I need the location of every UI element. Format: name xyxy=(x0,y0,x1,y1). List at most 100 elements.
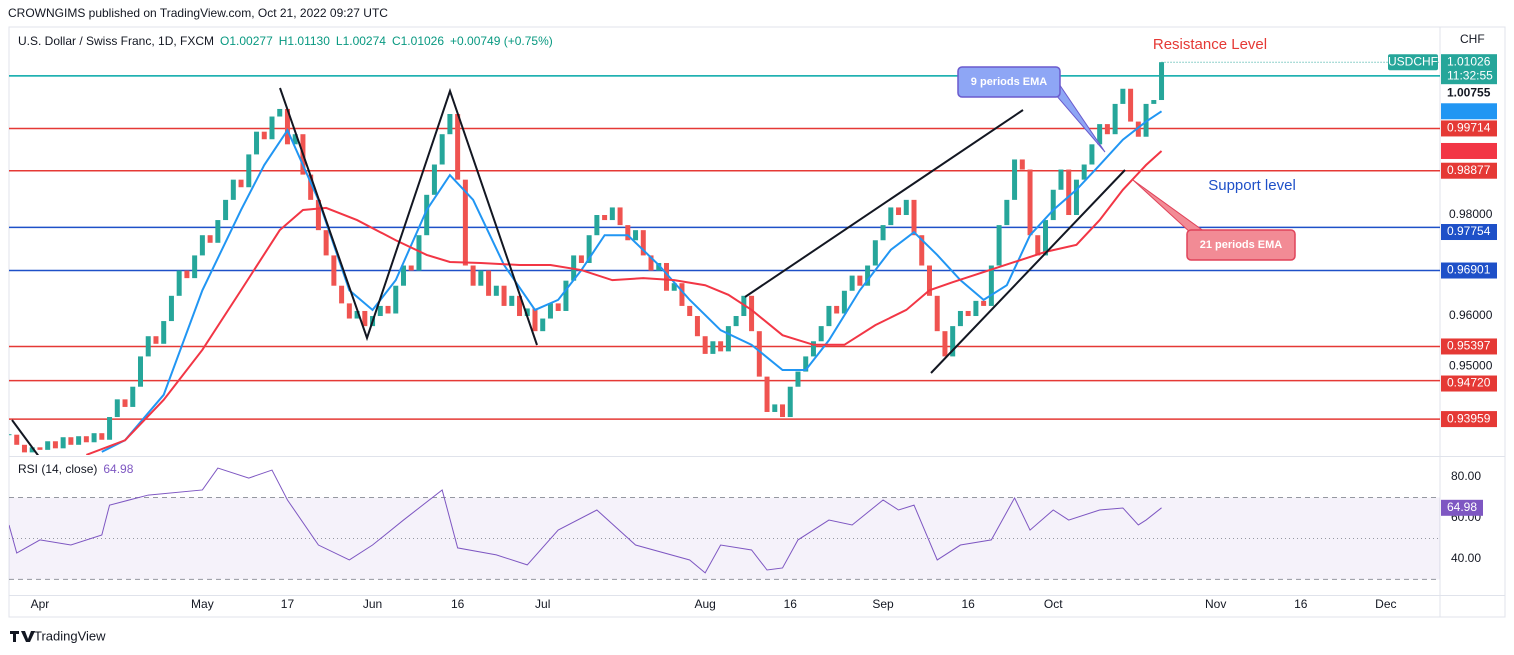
level-label-box xyxy=(1441,224,1497,241)
candle xyxy=(555,303,561,311)
candle xyxy=(617,207,623,226)
candle xyxy=(37,447,43,450)
x-tick-label: Jun xyxy=(363,597,382,611)
candle xyxy=(192,255,198,279)
candle xyxy=(331,255,337,286)
candle xyxy=(215,220,221,243)
candle xyxy=(470,265,476,286)
rsi-y-tick-label: 40.00 xyxy=(1451,551,1481,565)
candle xyxy=(663,262,669,291)
last-price-box xyxy=(1441,54,1497,85)
candle xyxy=(455,114,461,180)
candle xyxy=(107,417,113,440)
candle xyxy=(540,318,546,332)
candle xyxy=(1143,103,1149,137)
candle xyxy=(393,285,399,314)
rsi-value: 64.98 xyxy=(103,462,133,476)
candle xyxy=(1066,169,1072,216)
candle xyxy=(857,275,863,286)
rsi-name: RSI (14, close) xyxy=(18,462,97,476)
candle xyxy=(602,215,608,221)
candle xyxy=(207,235,213,243)
candle xyxy=(223,199,229,221)
candle xyxy=(431,164,437,195)
candle xyxy=(524,308,530,317)
candle xyxy=(710,341,716,354)
candle xyxy=(277,108,283,117)
level-label-box xyxy=(1441,338,1497,355)
candle xyxy=(323,230,329,256)
candle xyxy=(764,376,770,412)
candle xyxy=(68,437,74,445)
callout-text: 21 periods EMA xyxy=(1200,239,1283,251)
candle xyxy=(238,179,244,188)
candle xyxy=(284,108,290,145)
publisher-header: CROWNGIMS published on TradingView.com, … xyxy=(8,6,388,20)
candle xyxy=(671,283,677,291)
ma-label-box xyxy=(1441,103,1497,120)
frame xyxy=(8,26,1506,618)
legend-close: C1.01026 xyxy=(392,34,444,48)
candle xyxy=(1081,164,1087,180)
candle xyxy=(865,265,871,286)
candle xyxy=(942,331,948,357)
candle xyxy=(810,341,816,357)
legend-low: L1.00274 xyxy=(336,34,386,48)
candle xyxy=(76,436,82,445)
rsi-value-label: 64.98 xyxy=(1447,500,1477,514)
level-label-box xyxy=(1441,262,1497,279)
legend: U.S. Dollar / Swiss Franc, 1D, FXCM O1.00… xyxy=(18,34,553,48)
candle xyxy=(137,356,143,387)
level-label: 0.98877 xyxy=(1447,163,1491,177)
candle xyxy=(14,434,20,445)
candle xyxy=(91,433,97,443)
candle xyxy=(725,326,731,352)
candle xyxy=(29,447,35,453)
axis-unit: CHF xyxy=(1460,32,1485,46)
candle xyxy=(625,225,631,241)
candle xyxy=(292,134,298,145)
candle xyxy=(385,305,391,314)
main-pane xyxy=(9,61,1440,455)
candle xyxy=(803,356,809,372)
annotations: Resistance Level Support level 9 periods… xyxy=(957,36,1296,261)
channel-upper-line xyxy=(744,109,1024,298)
candle xyxy=(1012,159,1018,200)
candle xyxy=(1089,144,1095,165)
double-top-pattern xyxy=(279,87,538,346)
candle xyxy=(408,265,414,271)
y-tick-label: 0.98000 xyxy=(1449,207,1493,221)
candle xyxy=(772,404,778,412)
candle xyxy=(339,285,345,304)
candle xyxy=(462,179,468,266)
rsi-legend: RSI (14, close) 64.98 xyxy=(18,462,134,476)
candle xyxy=(493,285,499,296)
candle xyxy=(911,199,917,236)
candle xyxy=(694,316,700,337)
candle xyxy=(83,436,89,443)
candle xyxy=(973,300,979,317)
candle xyxy=(756,331,762,377)
level-label: 0.94720 xyxy=(1447,376,1491,390)
candle xyxy=(888,207,894,226)
candle xyxy=(981,300,987,306)
candle xyxy=(308,174,314,200)
candle xyxy=(818,326,824,342)
countdown: 11:32:55 xyxy=(1447,68,1493,82)
level-label-box xyxy=(1441,375,1497,392)
candle xyxy=(1151,100,1157,104)
candle xyxy=(1112,103,1118,135)
candle xyxy=(362,310,368,327)
rsi-pane xyxy=(9,467,1440,580)
candle xyxy=(230,179,236,200)
candle xyxy=(880,225,886,241)
y-tick-label: 0.96000 xyxy=(1449,308,1493,322)
candle xyxy=(377,305,383,317)
x-tick-label: 16 xyxy=(961,597,975,611)
x-tick-label: 16 xyxy=(784,597,798,611)
channel-lower-line xyxy=(930,169,1126,374)
candle xyxy=(826,305,832,327)
symbol-tag: USDCHF xyxy=(1388,54,1438,68)
legend-high: H1.01130 xyxy=(279,34,330,48)
